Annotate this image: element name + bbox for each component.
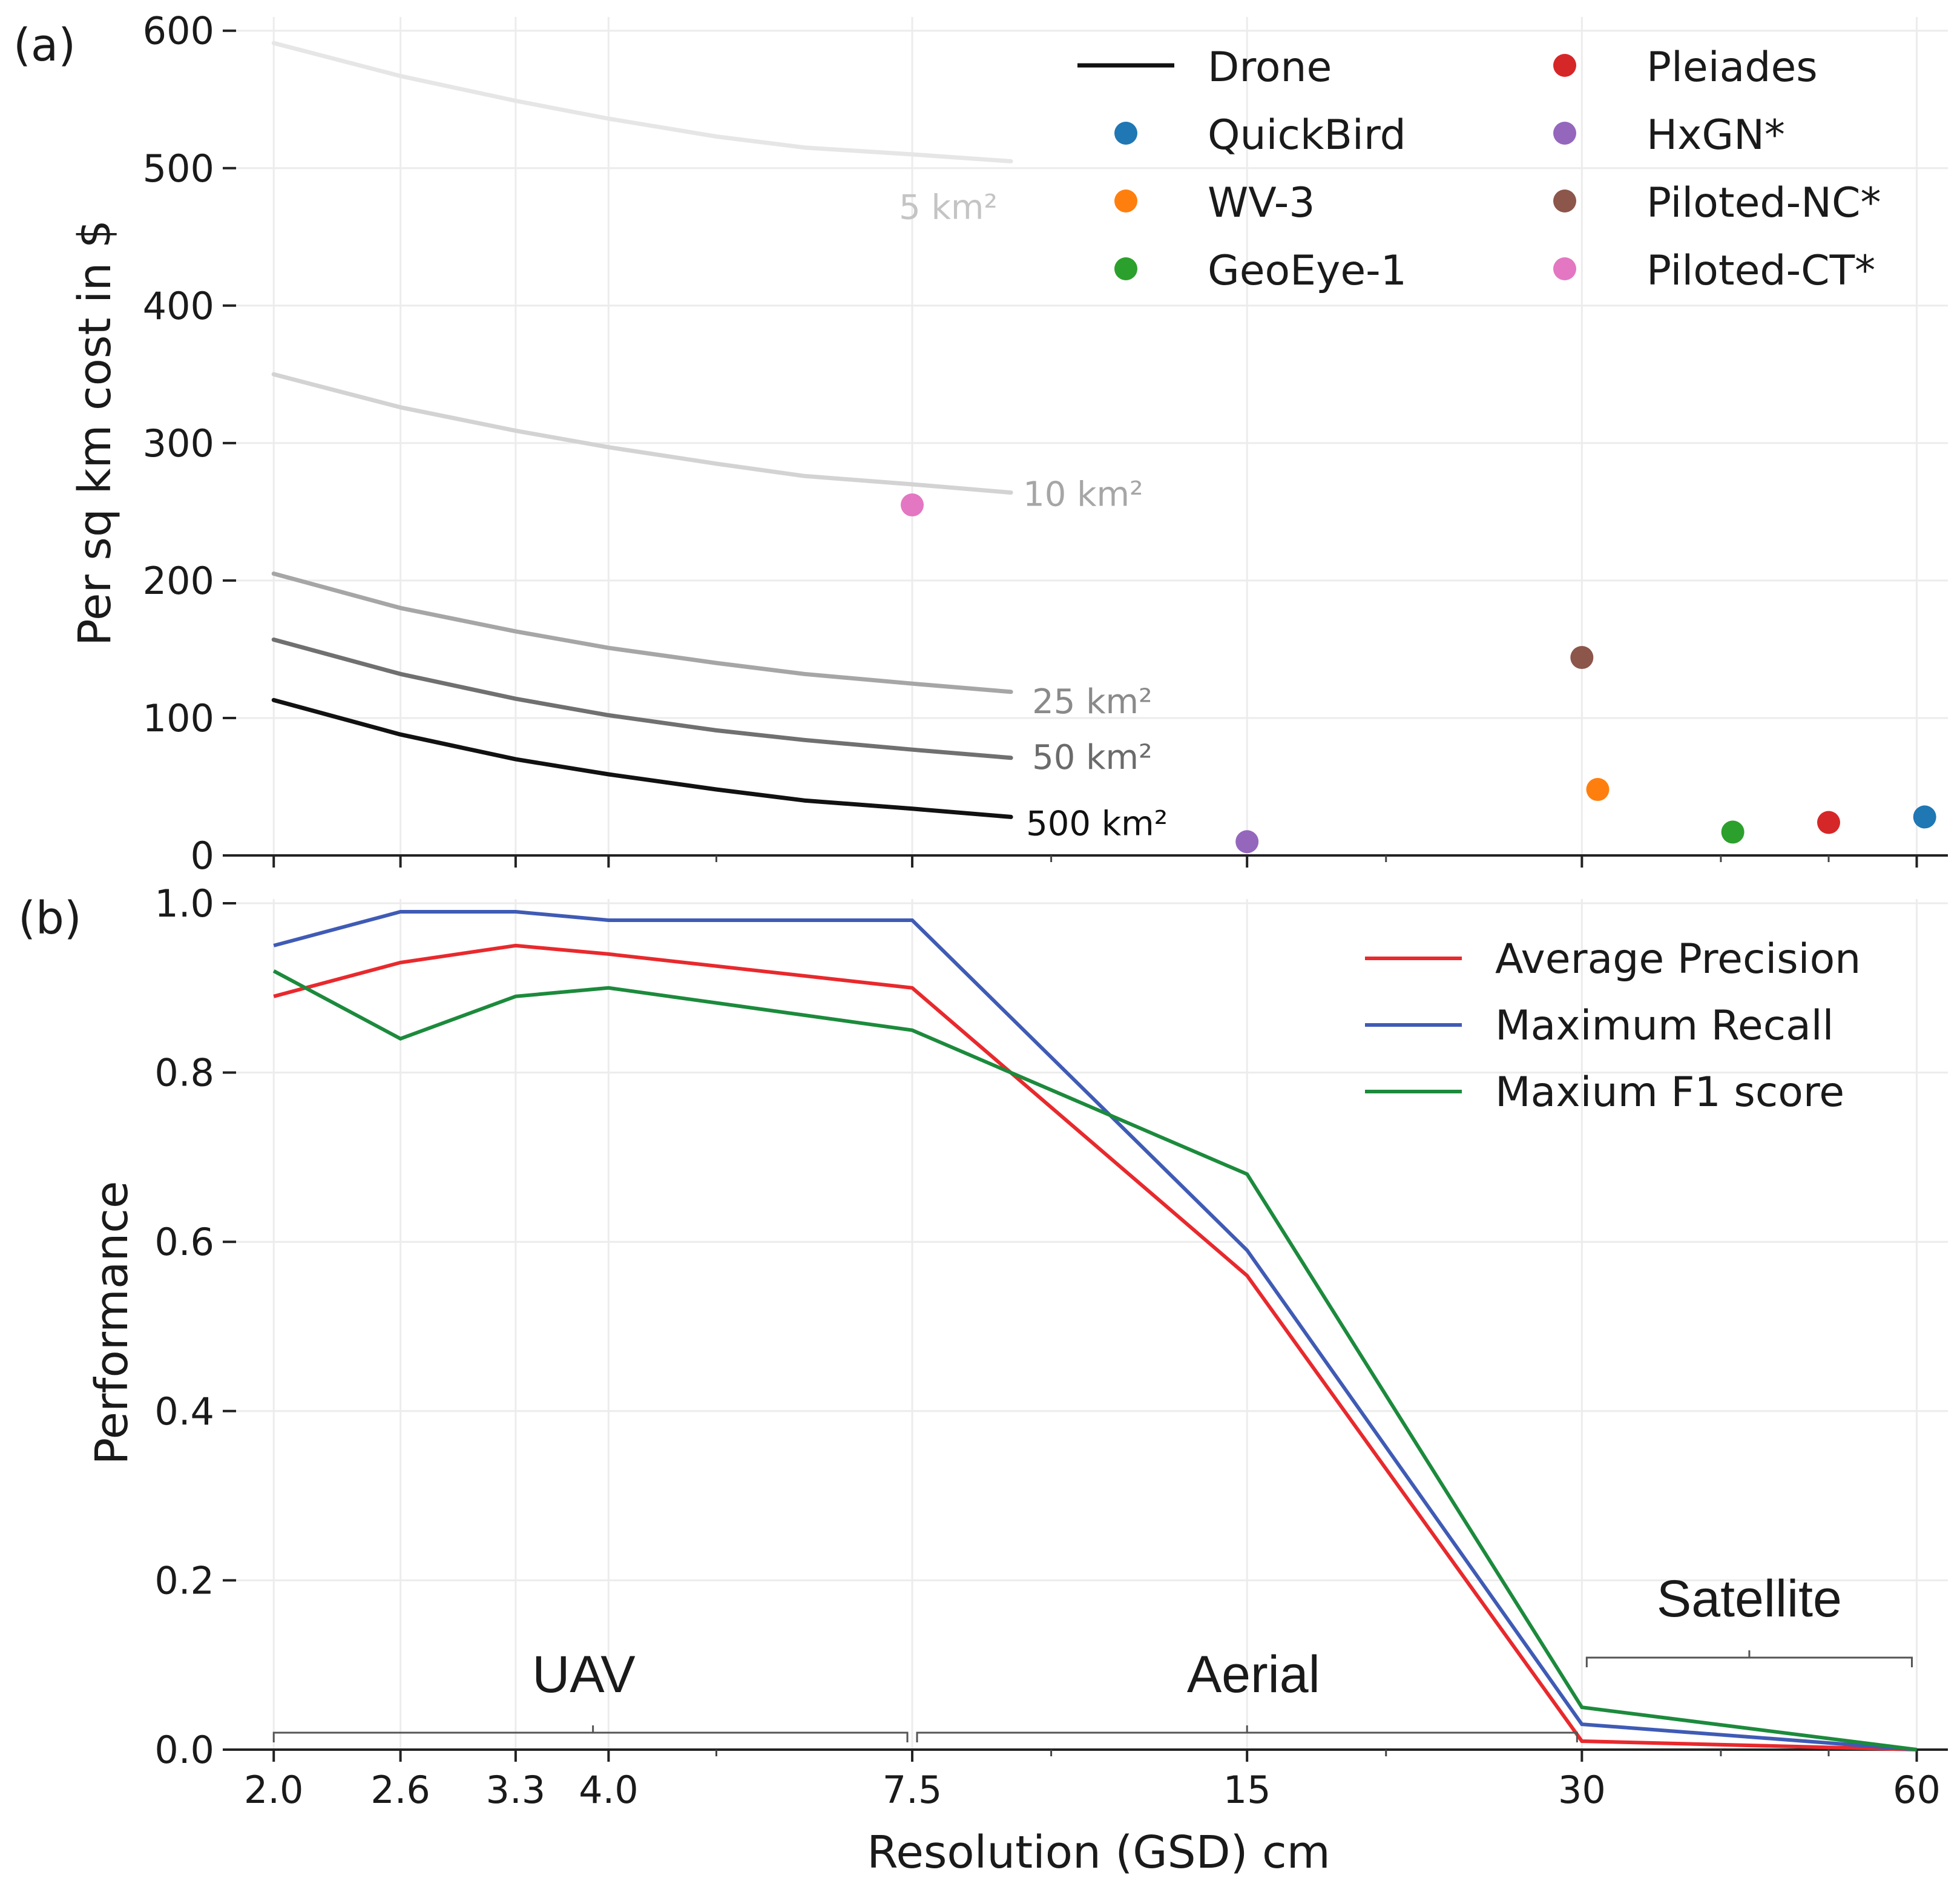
panel-a-ytick-label: 100	[143, 696, 214, 740]
point-quickbird	[1913, 805, 1936, 829]
curve-label-500-km: 500 km²	[1026, 804, 1168, 843]
legend-swatch-piloted-nc	[1553, 189, 1576, 212]
panel-a-ytick-label: 0	[191, 834, 214, 878]
region-label-aerial: Aerial	[1187, 1645, 1320, 1704]
drone-curve-10-km	[271, 372, 1013, 495]
panel-a-y-axis-label: Per sq km cost in $	[69, 220, 121, 646]
legend-label-maximum-recall: Maximum Recall	[1495, 1002, 1834, 1050]
region-bracket-satellite	[1585, 1650, 1913, 1667]
panel-b-series-lines	[272, 910, 1917, 1751]
curve-label-5-km: 5 km²	[899, 188, 998, 227]
legend-swatch-pleiades	[1553, 54, 1576, 77]
legend-label-hxgn: HxGN*	[1646, 111, 1785, 159]
panel-b-ytick-label: 0.8	[154, 1051, 214, 1095]
legend-label-wv-3: WV-3	[1208, 179, 1315, 227]
panel-b-x-axis-label: Resolution (GSD) cm	[867, 1827, 1330, 1879]
panel-b-xtick-label: 60	[1893, 1768, 1941, 1812]
panel-b-xtick-label: 4.0	[579, 1768, 639, 1812]
region-bracket-aerial	[916, 1725, 1578, 1742]
drone-curve-50-km	[271, 637, 1013, 760]
panel-b-ytick-label: 0.2	[154, 1558, 214, 1603]
panel-a-legend: Drone QuickBird WV-3 GeoEye-1 Pleiades HxGN* P…	[1077, 44, 1881, 295]
panel-b-y-axis-label: Performance	[86, 1181, 138, 1465]
drone-curve-25-km	[271, 572, 1013, 694]
region-label-satellite: Satellite	[1657, 1570, 1842, 1628]
legend-label-maxium-f1-score: Maxium F1 score	[1495, 1069, 1844, 1116]
panel-a-cost-chart: 0 100 200 300 400 500 600 5 km² 10 km² 25 km² 50 …	[13, 9, 1948, 878]
legend-label-piloted-ct: Piloted-CT*	[1646, 247, 1875, 295]
panel-b-axes: 0.0 0.2 0.4 0.6 0.8 1.0 2.0 2.6 3.3 4.0 7.5 15 30 60	[154, 881, 1948, 1812]
panel-a-drone-curves: 5 km² 10 km² 25 km² 50 km² 500 km²	[271, 41, 1168, 843]
panel-b-xtick-label: 2.0	[244, 1768, 304, 1812]
legend-swatch-geoeye-1	[1114, 257, 1137, 280]
legend-swatch-hxgn	[1553, 122, 1576, 145]
legend-label-piloted-nc: Piloted-NC*	[1646, 179, 1881, 227]
drone-curve-500-km	[271, 697, 1013, 819]
series-line-maxium-f1-score	[272, 969, 1917, 1751]
panel-b-regions: UAV Aerial Satellite	[272, 1570, 1913, 1742]
panel-b-ytick-label: 0.6	[154, 1220, 214, 1264]
panel-b-performance-chart: 0.00.20.40.60.81.02.0 2.6 3.3 4.0 7.5 15 30 60 …	[18, 881, 1948, 1879]
panel-a-ytick-label: 300	[143, 421, 214, 466]
panel-a-axes: 0 100 200 300 400 500 600	[143, 9, 1948, 878]
panel-b-xtick-label: 30	[1558, 1768, 1606, 1812]
point-piloted-ct	[901, 493, 924, 517]
panel-b-xtick-label: 2.6	[370, 1768, 430, 1812]
point-geoeye-1	[1721, 820, 1745, 844]
point-hxgn	[1235, 830, 1259, 854]
panel-a-points	[901, 493, 1936, 854]
legend-label-drone: Drone	[1208, 44, 1332, 91]
panel-a-label: (a)	[13, 19, 76, 71]
panel-a-ytick-label: 400	[143, 284, 214, 328]
legend-label-pleiades: Pleiades	[1646, 44, 1818, 91]
curve-label-10-km: 10 km²	[1023, 475, 1143, 515]
panel-b-xtick-label: 3.3	[486, 1768, 546, 1812]
drone-curve-5-km	[271, 41, 1013, 163]
panel-a-ytick-label: 200	[143, 559, 214, 603]
panel-b-legend: Average Precision Maximum Recall Maxium F1…	[1365, 935, 1861, 1116]
panel-b-ytick-label: 0.4	[154, 1389, 214, 1434]
series-line-average-precision	[273, 943, 1917, 1751]
region-label-uav: UAV	[532, 1645, 635, 1704]
legend-swatch-quickbird	[1114, 122, 1137, 145]
panel-a-ytick-label: 600	[143, 9, 214, 53]
point-pleiades	[1817, 811, 1840, 834]
panel-b-grid	[236, 899, 1948, 1751]
legend-label-average-precision: Average Precision	[1495, 935, 1861, 983]
point-piloted-nc	[1570, 646, 1594, 670]
panel-a-grid	[236, 17, 1948, 857]
legend-swatch-wv-3	[1114, 189, 1137, 212]
region-bracket-uav	[272, 1725, 909, 1742]
panel-b-ytick-label: 1.0	[154, 881, 214, 926]
point-wv-3	[1586, 778, 1610, 802]
legend-label-geoeye-1: GeoEye-1	[1208, 247, 1407, 295]
panel-b-xtick-label: 15	[1223, 1768, 1271, 1812]
curve-label-25-km: 25 km²	[1032, 682, 1153, 722]
curve-label-50-km: 50 km²	[1032, 738, 1153, 777]
panel-b-label: (b)	[18, 892, 82, 944]
panel-b-ytick-label: 0.0	[154, 1728, 214, 1772]
panel-a-ytick-label: 500	[143, 147, 214, 191]
series-line-maximum-recall	[273, 910, 1917, 1751]
legend-label-quickbird: QuickBird	[1208, 111, 1406, 159]
panel-b-xtick-label: 7.5	[883, 1768, 942, 1812]
legend-swatch-piloted-ct	[1553, 257, 1576, 280]
